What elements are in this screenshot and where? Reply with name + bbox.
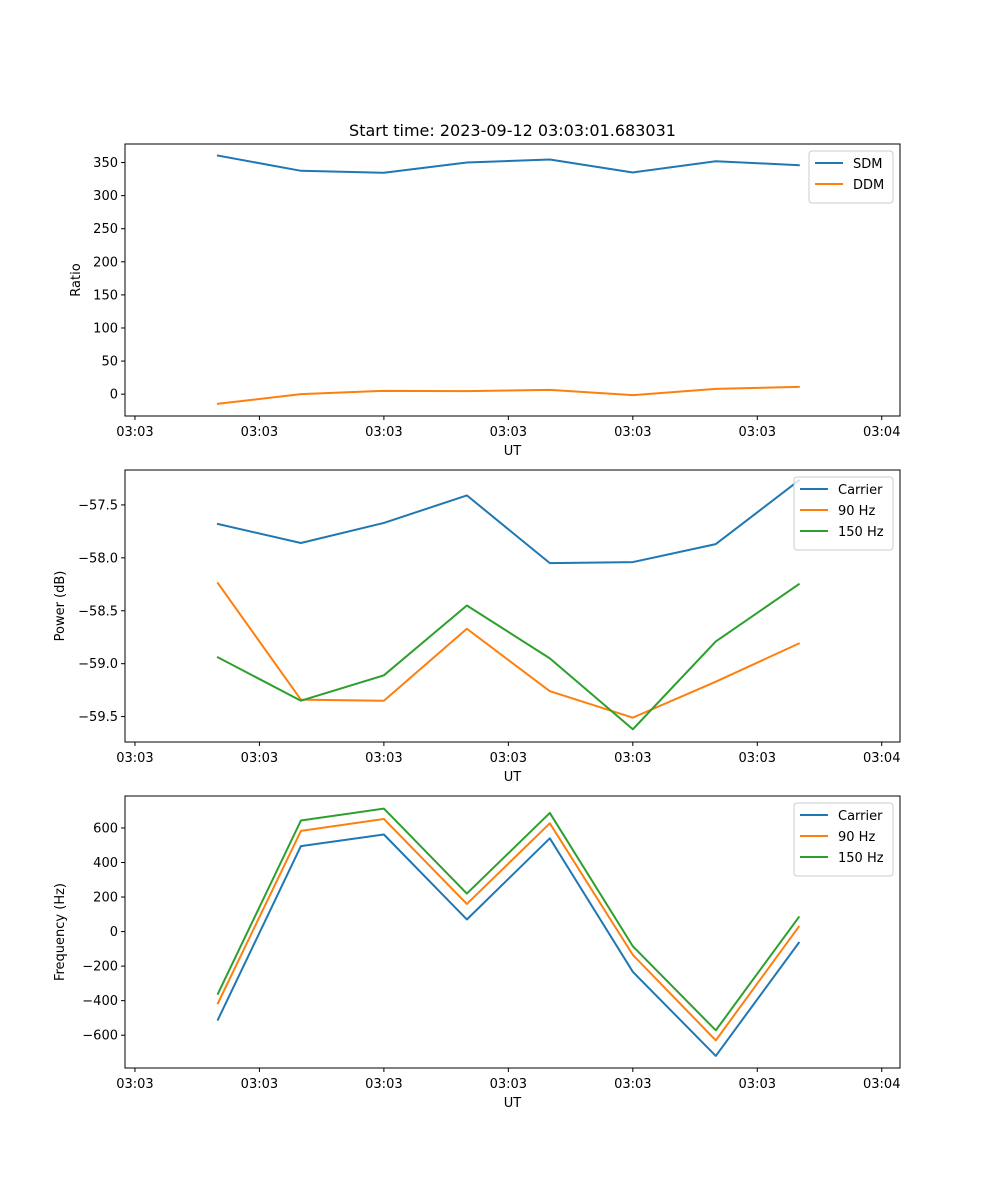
legend-label: SDM [853,157,882,172]
y-tick-label: 200 [93,891,118,906]
y-tick-label: −57.5 [78,498,118,513]
y-axis-label: Ratio [69,263,84,296]
axes-frame [124,469,901,743]
x-tick-label: 03:03 [490,425,527,440]
y-tick-label: −59.5 [78,710,118,725]
x-tick-label: 03:03 [241,1077,278,1092]
subplot-1: 0 50 100 150 200 250 300 350 03:03 03:03 03:03 03:0… [69,143,901,459]
series-line-90-hz [216,581,801,719]
x-tick-label: 03:03 [241,425,278,440]
x-axis-label: UT [504,1096,522,1111]
axes-frame [124,795,901,1069]
x-tick-label: 03:03 [614,425,651,440]
legend: Carrier 90 Hz 150 Hz [793,802,894,877]
x-tick-label: 03:03 [365,425,402,440]
subplots: 0 50 100 150 200 250 300 350 03:03 03:03 03:03 03:0… [53,143,901,1111]
subplot-2: −59.5 −59.0 −58.5 −58.0 −57.5 03:03 03:03 03:03… [53,469,901,785]
subplot-3: −600 −400 −200 0 200 400 600 03:03 03:03 03:03 03:… [53,795,901,1111]
x-tick-label: 03:03 [116,1077,153,1092]
series-line-ddm [216,385,800,405]
x-tick-label: 03:03 [241,751,278,766]
x-tick-label: 03:03 [614,1077,651,1092]
x-axis-label: UT [504,770,522,785]
legend: Carrier 90 Hz 150 Hz [793,476,894,551]
series-line-150-hz [216,582,801,731]
series-line-sdm [216,154,800,174]
legend-label: 90 Hz [838,830,875,845]
x-tick-label: 03:03 [490,1077,527,1092]
x-tick-label: 03:03 [490,751,527,766]
y-tick-label: 250 [93,222,118,237]
y-tick-label: 100 [93,321,118,336]
y-tick-label: 0 [110,388,118,403]
y-tick-label: 400 [93,856,118,871]
legend-label: DDM [853,178,884,193]
x-tick-label: 03:04 [863,425,900,440]
x-tick-label: 03:03 [614,751,651,766]
y-tick-label: −58.5 [78,604,118,619]
y-tick-label: −59.0 [78,657,118,672]
series-line-carrier [216,833,801,1057]
x-tick-label: 03:03 [365,751,402,766]
y-axis-label: Power (dB) [53,571,68,642]
series-line-carrier [216,479,801,565]
x-tick-label: 03:04 [863,1077,900,1092]
x-tick-label: 03:03 [739,751,776,766]
x-tick-label: 03:03 [116,751,153,766]
legend-label: 150 Hz [838,525,884,540]
x-tick-label: 03:03 [365,1077,402,1092]
axes-frame [124,143,901,417]
y-tick-label: −600 [82,1029,118,1044]
legend-label: Carrier [838,809,883,824]
x-tick-label: 03:03 [116,425,153,440]
y-tick-label: 600 [93,821,118,836]
y-tick-label: 50 [101,355,118,370]
series-line-90-hz [216,817,801,1042]
y-tick-label: 0 [110,925,118,940]
legend: SDM DDM [808,150,894,204]
y-tick-label: −400 [82,994,118,1009]
y-tick-label: −58.0 [78,551,118,566]
legend-label: Carrier [838,483,883,498]
y-tick-label: 150 [93,288,118,303]
y-axis-label: Frequency (Hz) [53,883,68,981]
x-tick-label: 03:04 [863,751,900,766]
x-tick-label: 03:03 [739,1077,776,1092]
figure-title: Start time: 2023-09-12 03:03:01.683031 [349,121,676,140]
legend-label: 150 Hz [838,851,884,866]
x-tick-label: 03:03 [739,425,776,440]
legend-label: 90 Hz [838,504,875,519]
y-tick-label: 200 [93,255,118,270]
y-tick-label: 300 [93,189,118,204]
y-tick-label: 350 [93,156,118,171]
x-axis-label: UT [504,444,522,459]
y-tick-label: −200 [82,960,118,975]
series-line-150-hz [216,807,801,1032]
